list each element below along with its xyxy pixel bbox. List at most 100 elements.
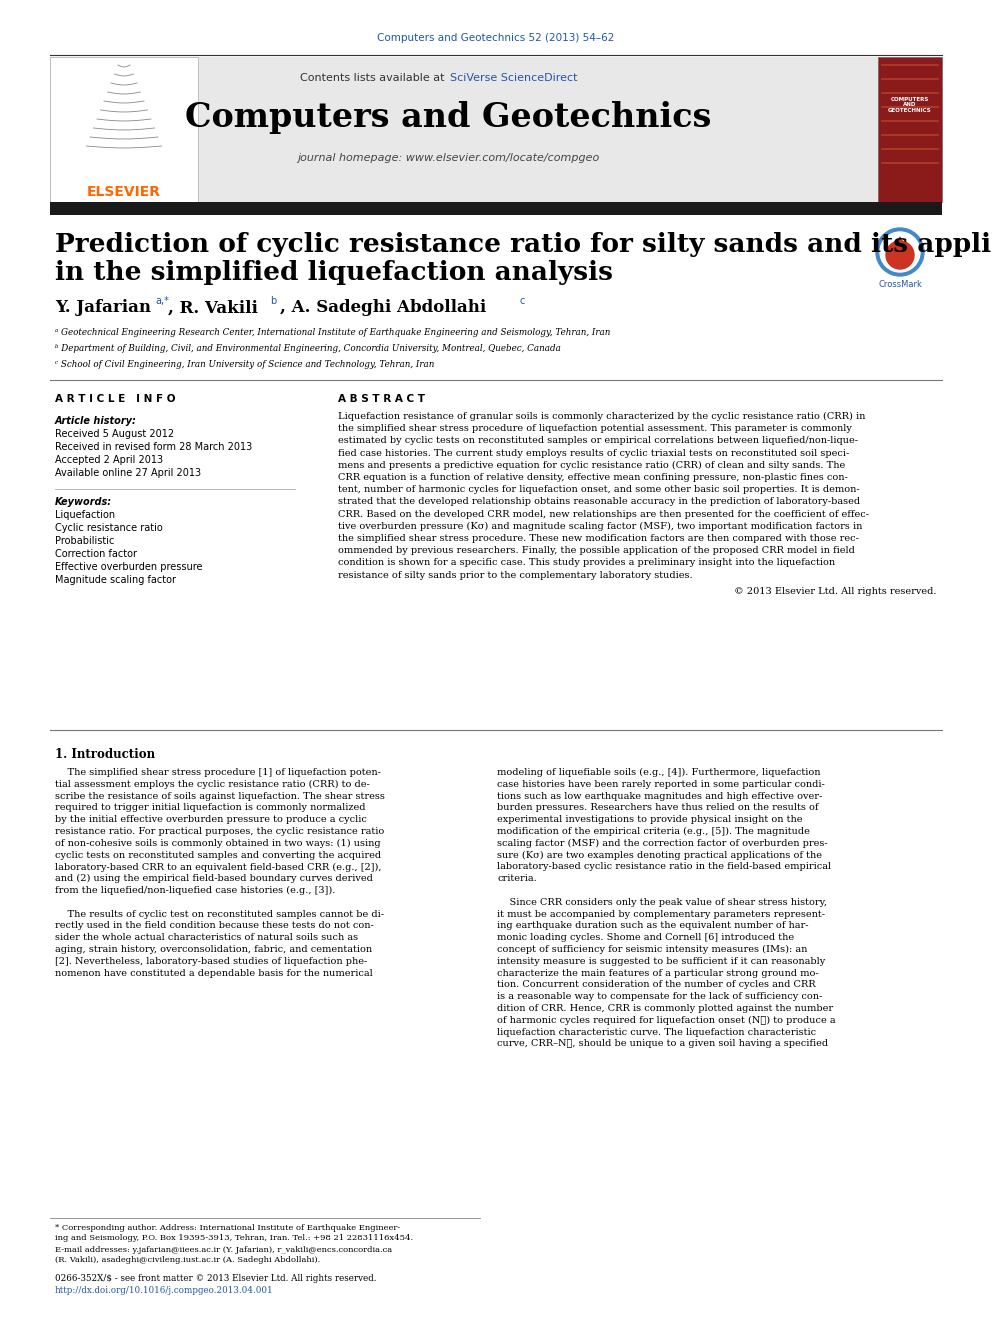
Text: ᵃ Geotechnical Engineering Research Center, International Institute of Earthquak: ᵃ Geotechnical Engineering Research Cent… [55, 328, 610, 337]
Text: by the initial effective overburden pressure to produce a cyclic: by the initial effective overburden pres… [55, 815, 367, 824]
Text: CrossMark: CrossMark [878, 280, 922, 288]
Text: ommended by previous researchers. Finally, the possible application of the propo: ommended by previous researchers. Finall… [338, 546, 855, 556]
Text: Available online 27 April 2013: Available online 27 April 2013 [55, 468, 201, 478]
Text: tions such as low earthquake magnitudes and high effective over-: tions such as low earthquake magnitudes … [497, 791, 822, 800]
Bar [50, 57, 942, 202]
Bar [878, 57, 942, 202]
Text: laboratory-based cyclic resistance ratio in the field-based empirical: laboratory-based cyclic resistance ratio… [497, 863, 831, 872]
Circle shape [880, 232, 920, 273]
Text: ing earthquake duration such as the equivalent number of har-: ing earthquake duration such as the equi… [497, 921, 808, 930]
Text: strated that the developed relationship obtains reasonable accuracy in the predi: strated that the developed relationship … [338, 497, 860, 507]
Text: A R T I C L E   I N F O: A R T I C L E I N F O [55, 394, 176, 404]
Text: http://dx.doi.org/10.1016/j.compgeo.2013.04.001: http://dx.doi.org/10.1016/j.compgeo.2013… [55, 1286, 274, 1295]
Text: Since CRR considers only the peak value of shear stress history,: Since CRR considers only the peak value … [497, 898, 827, 906]
Text: SciVerse ScienceDirect: SciVerse ScienceDirect [450, 73, 577, 83]
Text: Y. Jafarian: Y. Jafarian [55, 299, 151, 316]
Text: Effective overburden pressure: Effective overburden pressure [55, 562, 202, 572]
Text: resistance of silty sands prior to the complementary laboratory studies.: resistance of silty sands prior to the c… [338, 570, 692, 579]
Text: and (2) using the empirical field-based boundary curves derived: and (2) using the empirical field-based … [55, 875, 373, 884]
Text: rectly used in the field condition because these tests do not con-: rectly used in the field condition becau… [55, 921, 374, 930]
Text: nomenon have constituted a dependable basis for the numerical: nomenon have constituted a dependable ba… [55, 968, 373, 978]
Text: tent, number of harmonic cycles for liquefaction onset, and some other basic soi: tent, number of harmonic cycles for liqu… [338, 486, 860, 495]
Text: aging, strain history, overconsolidation, fabric, and cementation: aging, strain history, overconsolidation… [55, 945, 372, 954]
Text: is a reasonable way to compensate for the lack of sufficiency con-: is a reasonable way to compensate for th… [497, 992, 822, 1002]
Text: a,*: a,* [155, 296, 169, 306]
Text: liquefaction characteristic curve. The liquefaction characteristic: liquefaction characteristic curve. The l… [497, 1028, 816, 1037]
Text: [2]. Nevertheless, laboratory-based studies of liquefaction phe-: [2]. Nevertheless, laboratory-based stud… [55, 957, 367, 966]
Text: Received in revised form 28 March 2013: Received in revised form 28 March 2013 [55, 442, 252, 452]
Text: Liquefaction: Liquefaction [55, 509, 115, 520]
Text: The simplified shear stress procedure [1] of liquefaction poten-: The simplified shear stress procedure [1… [55, 767, 381, 777]
Text: Keywords:: Keywords: [55, 497, 112, 507]
Text: Article history:: Article history: [55, 415, 137, 426]
Text: in the simplified liquefaction analysis: in the simplified liquefaction analysis [55, 261, 613, 284]
Bar [50, 57, 198, 202]
Text: condition is shown for a specific case. This study provides a preliminary insigh: condition is shown for a specific case. … [338, 558, 835, 568]
Text: E-mail addresses: y.jafarian@iiees.ac.ir (Y. Jafarian), r_vakili@encs.concordia.: E-mail addresses: y.jafarian@iiees.ac.ir… [55, 1246, 392, 1254]
Bar [50, 202, 942, 216]
Text: sider the whole actual characteristics of natural soils such as: sider the whole actual characteristics o… [55, 933, 358, 942]
Text: criteria.: criteria. [497, 875, 537, 884]
Text: * Corresponding author. Address: International Institute of Earthquake Engineer-: * Corresponding author. Address: Interna… [55, 1224, 400, 1232]
Text: (R. Vakili), asadeghi@civileng.iust.ac.ir (A. Sadeghi Abdollahi).: (R. Vakili), asadeghi@civileng.iust.ac.i… [55, 1256, 320, 1263]
Text: © 2013 Elsevier Ltd. All rights reserved.: © 2013 Elsevier Ltd. All rights reserved… [734, 587, 937, 595]
Text: from the liquefied/non-liquefied case histories (e.g., [3]).: from the liquefied/non-liquefied case hi… [55, 886, 335, 896]
Circle shape [876, 228, 924, 277]
Text: estimated by cyclic tests on reconstituted samples or empirical correlations bet: estimated by cyclic tests on reconstitut… [338, 437, 858, 446]
Text: Computers and Geotechnics: Computers and Geotechnics [185, 102, 711, 135]
Text: modification of the empirical criteria (e.g., [5]). The magnitude: modification of the empirical criteria (… [497, 827, 809, 836]
Text: required to trigger initial liquefaction is commonly normalized: required to trigger initial liquefaction… [55, 803, 365, 812]
Text: ELSEVIER: ELSEVIER [87, 185, 161, 198]
Text: Accepted 2 April 2013: Accepted 2 April 2013 [55, 455, 163, 464]
Text: tive overburden pressure (Kσ) and magnitude scaling factor (MSF), two important : tive overburden pressure (Kσ) and magnit… [338, 521, 862, 531]
Text: modeling of liquefiable soils (e.g., [4]). Furthermore, liquefaction: modeling of liquefiable soils (e.g., [4]… [497, 767, 820, 777]
Text: laboratory-based CRR to an equivalent field-based CRR (e.g., [2]),: laboratory-based CRR to an equivalent fi… [55, 863, 382, 872]
Text: of harmonic cycles required for liquefaction onset (Nℓ) to produce a: of harmonic cycles required for liquefac… [497, 1016, 835, 1025]
Text: tial assessment employs the cyclic resistance ratio (CRR) to de-: tial assessment employs the cyclic resis… [55, 779, 370, 789]
Text: The results of cyclic test on reconstituted samples cannot be di-: The results of cyclic test on reconstitu… [55, 910, 384, 918]
Text: CRR. Based on the developed CRR model, new relationships are then presented for : CRR. Based on the developed CRR model, n… [338, 509, 869, 519]
Text: c: c [520, 296, 526, 306]
Text: dition of CRR. Hence, CRR is commonly plotted against the number: dition of CRR. Hence, CRR is commonly pl… [497, 1004, 833, 1013]
Text: of non-cohesive soils is commonly obtained in two ways: (1) using: of non-cohesive soils is commonly obtain… [55, 839, 381, 848]
Text: CRR equation is a function of relative density, effective mean confining pressur: CRR equation is a function of relative d… [338, 474, 848, 482]
Text: ing and Seismology, P.O. Box 19395-3913, Tehran, Iran. Tel.: +98 21 22831116x454: ing and Seismology, P.O. Box 19395-3913,… [55, 1234, 413, 1242]
Text: intensity measure is suggested to be sufficient if it can reasonably: intensity measure is suggested to be suf… [497, 957, 825, 966]
Text: case histories have been rarely reported in some particular condi-: case histories have been rarely reported… [497, 779, 824, 789]
Text: cyclic tests on reconstituted samples and converting the acquired: cyclic tests on reconstituted samples an… [55, 851, 381, 860]
Text: , A. Sadeghi Abdollahi: , A. Sadeghi Abdollahi [280, 299, 486, 316]
Text: tion. Concurrent consideration of the number of cycles and CRR: tion. Concurrent consideration of the nu… [497, 980, 815, 990]
Text: sure (Kσ) are two examples denoting practical applications of the: sure (Kσ) are two examples denoting prac… [497, 851, 822, 860]
Text: Liquefaction resistance of granular soils is commonly characterized by the cycli: Liquefaction resistance of granular soil… [338, 411, 865, 421]
Text: ᶜ School of Civil Engineering, Iran University of Science and Technology, Tehran: ᶜ School of Civil Engineering, Iran Univ… [55, 360, 434, 369]
Text: mens and presents a predictive equation for cyclic resistance ratio (CRR) of cle: mens and presents a predictive equation … [338, 460, 845, 470]
Text: it must be accompanied by complementary parameters represent-: it must be accompanied by complementary … [497, 910, 825, 918]
Text: 0266-352X/$ - see front matter © 2013 Elsevier Ltd. All rights reserved.: 0266-352X/$ - see front matter © 2013 El… [55, 1274, 377, 1283]
Polygon shape [893, 237, 907, 251]
Text: characterize the main features of a particular strong ground mo-: characterize the main features of a part… [497, 968, 818, 978]
Text: scribe the resistance of soils against liquefaction. The shear stress: scribe the resistance of soils against l… [55, 791, 385, 800]
Text: Computers and Geotechnics 52 (2013) 54–62: Computers and Geotechnics 52 (2013) 54–6… [377, 33, 615, 44]
Text: b: b [270, 296, 276, 306]
Text: Contents lists available at: Contents lists available at [300, 73, 448, 83]
Text: COMPUTERS
AND
GEOTECHNICS: COMPUTERS AND GEOTECHNICS [888, 97, 931, 114]
Text: journal homepage: www.elsevier.com/locate/compgeo: journal homepage: www.elsevier.com/locat… [297, 153, 599, 163]
Text: experimental investigations to provide physical insight on the: experimental investigations to provide p… [497, 815, 803, 824]
Text: Probabilistic: Probabilistic [55, 536, 114, 546]
Text: Prediction of cyclic resistance ratio for silty sands and its applications: Prediction of cyclic resistance ratio fo… [55, 232, 992, 257]
Text: the simplified shear stress procedure. These new modification factors are then c: the simplified shear stress procedure. T… [338, 534, 859, 542]
Text: fied case histories. The current study employs results of cyclic triaxial tests : fied case histories. The current study e… [338, 448, 849, 458]
Text: , R. Vakili: , R. Vakili [168, 299, 258, 316]
Circle shape [886, 241, 914, 269]
Text: ᵇ Department of Building, Civil, and Environmental Engineering, Concordia Univer: ᵇ Department of Building, Civil, and Env… [55, 344, 560, 353]
Text: burden pressures. Researchers have thus relied on the results of: burden pressures. Researchers have thus … [497, 803, 818, 812]
Text: Magnitude scaling factor: Magnitude scaling factor [55, 576, 176, 585]
Text: resistance ratio. For practical purposes, the cyclic resistance ratio: resistance ratio. For practical purposes… [55, 827, 384, 836]
Text: curve, CRR–Nℓ, should be unique to a given soil having a specified: curve, CRR–Nℓ, should be unique to a giv… [497, 1040, 828, 1048]
Text: monic loading cycles. Shome and Cornell [6] introduced the: monic loading cycles. Shome and Cornell … [497, 933, 795, 942]
Text: Cyclic resistance ratio: Cyclic resistance ratio [55, 523, 163, 533]
Text: Correction factor: Correction factor [55, 549, 137, 560]
Text: the simplified shear stress procedure of liquefaction potential assessment. This: the simplified shear stress procedure of… [338, 425, 852, 433]
Text: 1. Introduction: 1. Introduction [55, 747, 155, 761]
Text: A B S T R A C T: A B S T R A C T [338, 394, 425, 404]
